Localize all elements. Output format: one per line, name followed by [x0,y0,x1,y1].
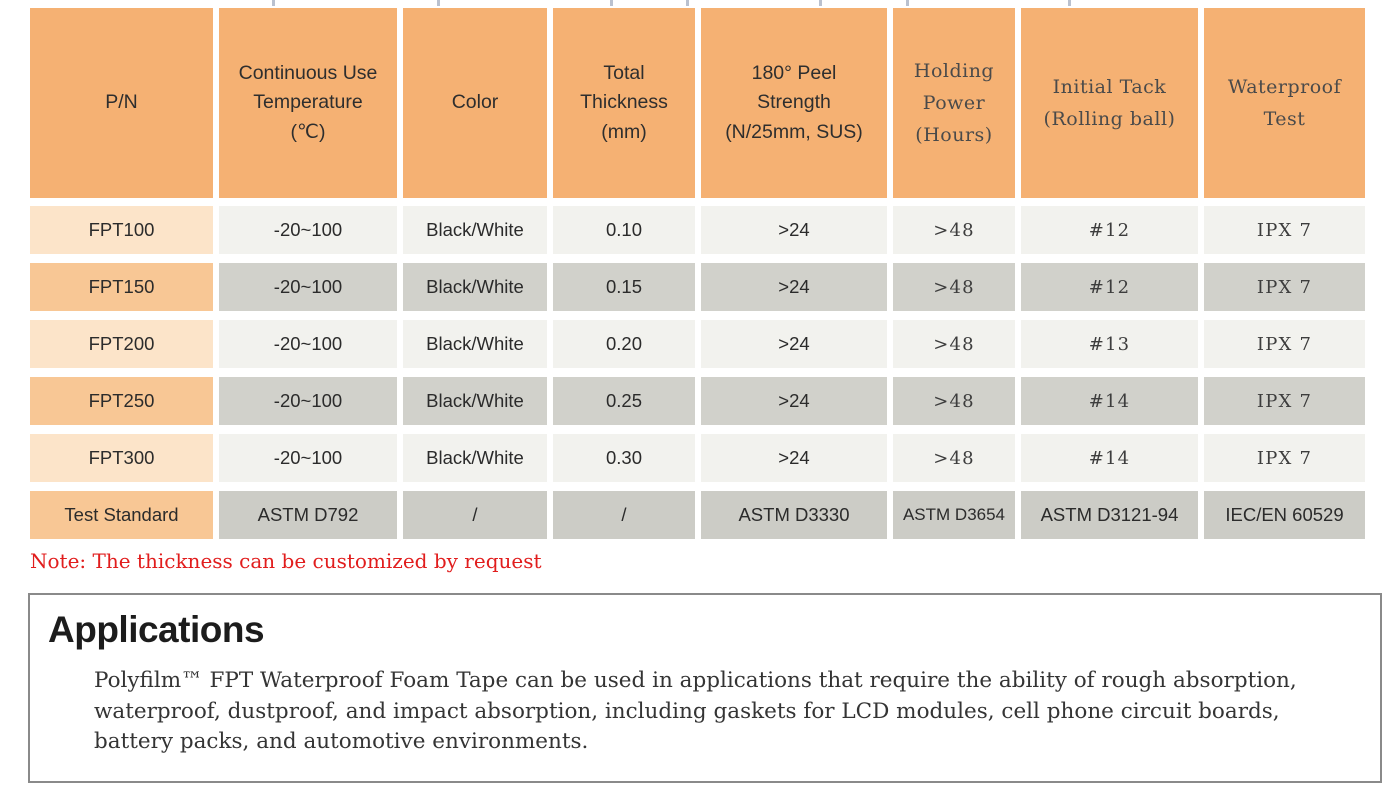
cell-thickness: 0.30 [553,434,695,482]
applications-body-line: Polyfilm™ FPT Waterproof Foam Tape can b… [94,668,1297,693]
cell-holding: >48 [893,434,1015,482]
cell-thickness: 0.20 [553,320,695,368]
cell-holding: >48 [893,263,1015,311]
table-row-fpt150: FPT150 -20~100 Black/White 0.15 >24 >48 … [30,263,1365,311]
header-cell-holding: Holding Power (Hours) [893,8,1015,198]
cell-tack: #14 [1021,377,1198,425]
cell-thickness: 0.25 [553,377,695,425]
cell-thickness: 0.10 [553,206,695,254]
table-row-test-standard: Test Standard ASTM D792 / / ASTM D3330 A… [30,491,1365,539]
cell-pn: FPT100 [30,206,213,254]
table-row-fpt100: FPT100 -20~100 Black/White 0.10 >24 >48 … [30,206,1365,254]
cell-holding: >48 [893,377,1015,425]
cell-waterproof: IEC/EN 60529 [1204,491,1365,539]
cell-holding: >48 [893,206,1015,254]
cell-color: Black/White [403,377,547,425]
applications-body-line: battery packs, and automotive environmen… [94,729,589,754]
cell-pn: FPT200 [30,320,213,368]
cell-color: Black/White [403,206,547,254]
header-cell-color: Color [403,8,547,198]
cell-color: Black/White [403,434,547,482]
cell-temp: -20~100 [219,320,397,368]
cell-temp: ASTM D792 [219,491,397,539]
cell-color: / [403,491,547,539]
cell-temp: -20~100 [219,377,397,425]
cell-peel: >24 [701,206,887,254]
cell-tack: #14 [1021,434,1198,482]
tick-mark [272,0,275,6]
tick-mark [686,0,689,6]
cell-peel: ASTM D3330 [701,491,887,539]
cell-thickness: 0.15 [553,263,695,311]
cell-holding: >48 [893,320,1015,368]
applications-body-line: waterproof, dustproof, and impact absorp… [94,698,1280,724]
header-cell-waterproof: Waterproof Test [1204,8,1365,198]
applications-title: Applications [48,609,265,650]
header-cell-pn: P/N [30,8,213,198]
cell-holding: ASTM D3654 [893,491,1015,539]
cell-waterproof: IPX 7 [1204,263,1365,311]
applications-section: Applications Polyfilm™ FPT Waterproof Fo… [28,593,1382,783]
header-cell-peel: 180° Peel Strength (N/25mm, SUS) [701,8,887,198]
spec-table: P/N Continuous Use Temperature (℃) Color… [30,8,1365,548]
header-cell-temp: Continuous Use Temperature (℃) [219,8,397,198]
cell-waterproof: IPX 7 [1204,320,1365,368]
tick-mark [610,0,613,6]
header-cell-thickness: Total Thickness (mm) [553,8,695,198]
table-row-fpt250: FPT250 -20~100 Black/White 0.25 >24 >48 … [30,377,1365,425]
cell-pn: FPT150 [30,263,213,311]
cell-temp: -20~100 [219,206,397,254]
cell-pn: Test Standard [30,491,213,539]
cell-color: Black/White [403,320,547,368]
cell-temp: -20~100 [219,434,397,482]
tick-mark [1068,0,1071,6]
cell-thickness: / [553,491,695,539]
cell-tack: #12 [1021,206,1198,254]
tick-mark [819,0,822,6]
cell-waterproof: IPX 7 [1204,434,1365,482]
table-header-row: P/N Continuous Use Temperature (℃) Color… [30,8,1365,198]
cell-pn: FPT300 [30,434,213,482]
cell-peel: >24 [701,434,887,482]
cell-waterproof: IPX 7 [1204,206,1365,254]
header-cell-tack: Initial Tack (Rolling ball) [1021,8,1198,198]
cell-waterproof: IPX 7 [1204,377,1365,425]
cell-tack: #13 [1021,320,1198,368]
table-row-fpt300: FPT300 -20~100 Black/White 0.30 >24 >48 … [30,434,1365,482]
applications-body: Polyfilm™ FPT Waterproof Foam Tape can b… [94,666,1360,758]
cell-temp: -20~100 [219,263,397,311]
table-row-fpt200: FPT200 -20~100 Black/White 0.20 >24 >48 … [30,320,1365,368]
thickness-note: Note: The thickness can be customized by… [30,549,542,573]
cell-tack: ASTM D3121-94 [1021,491,1198,539]
cell-color: Black/White [403,263,547,311]
cell-peel: >24 [701,320,887,368]
cell-peel: >24 [701,263,887,311]
cell-peel: >24 [701,377,887,425]
tick-mark [437,0,440,6]
cell-tack: #12 [1021,263,1198,311]
cell-pn: FPT250 [30,377,213,425]
tick-mark [906,0,909,6]
